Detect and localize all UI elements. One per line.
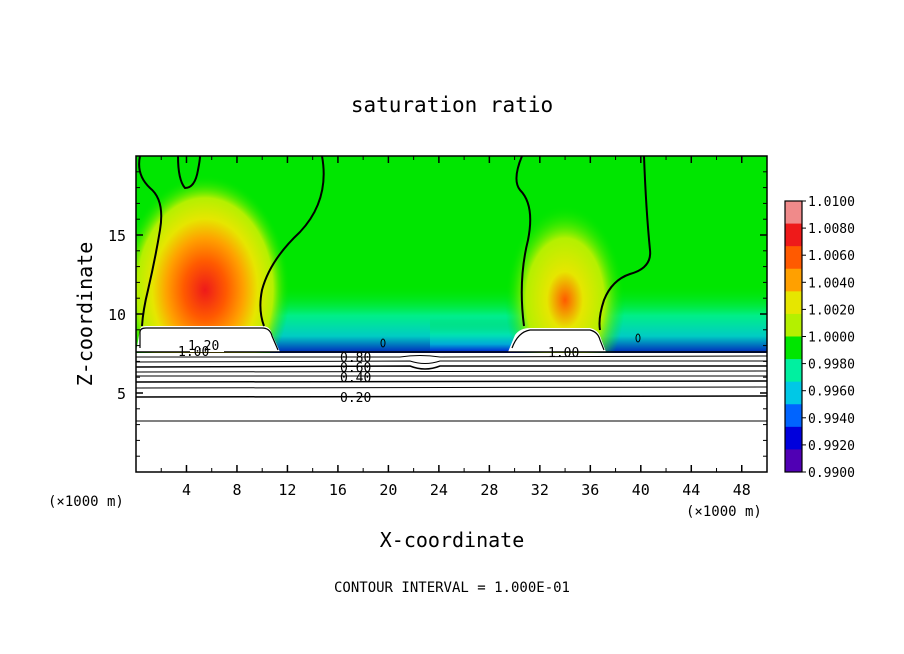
colorbar-label: 0.9980 [808,358,855,373]
isoline-1000-right-a [515,156,532,327]
colorbar-swatch [785,291,802,315]
x-tick-label: 32 [531,481,549,499]
x-tick-label: 4 [182,481,191,499]
x-unit-left: (×1000 m) [48,494,124,510]
y-tick-label: 10 [108,306,126,324]
colorbar-swatch [785,381,802,405]
colorbar-label: 1.0000 [808,331,855,346]
cloud-layer [136,353,767,472]
x-axis: 4 8 12 16 20 24 28 32 36 40 44 48 [160,156,751,499]
x-tick-label: 40 [632,481,650,499]
contour-line [136,365,767,370]
colorbar-swatch [785,268,802,292]
colorbar-swatch [785,449,802,473]
x-tick-label: 16 [329,481,347,499]
colorbar-swatch [785,313,802,337]
colorbar-label: 0.9940 [808,412,855,427]
x-unit-right: (×1000 m) [686,504,762,520]
colorbar-swatch [785,223,802,247]
colorbar-label: 1.0080 [808,222,855,237]
colorbar-label: 1.0020 [808,303,855,318]
contour-line [136,380,767,383]
isoline-1000-left-inner [177,156,201,190]
contour-label-040: 0.40 [340,371,371,386]
contour-label-100-left: 1.00 [178,345,209,360]
colorbar-label: 1.0040 [808,276,855,291]
contour-line [136,386,767,389]
cloud-outline-left [139,327,279,351]
colorbar: 1.0100 1.0080 1.0060 1.0040 1.0020 1.0000 0.99… [784,195,855,481]
contour-label-020: 0.20 [340,391,371,406]
contour-label-080: 0.80 [340,351,371,366]
y-tick-label: 5 [117,385,126,403]
contour-line [136,370,767,373]
contour-label-060: 0.60 [340,361,371,376]
x-tick-label: 8 [232,481,241,499]
colorbar-swatch [785,246,802,270]
isoline-1000-small [380,338,386,348]
x-axis-label: X-coordinate [380,528,525,552]
chart-title: saturation ratio [351,93,553,117]
plot-area [136,156,767,472]
y-axis: 5 10 15 [108,171,767,457]
contour-line [136,360,767,364]
x-tick-label: 48 [733,481,751,499]
colorbar-label: 0.9960 [808,385,855,400]
contour-line [136,355,767,358]
isoline-1000-left [138,156,163,327]
y-axis-label: Z-coordinate [73,242,97,387]
colorbar-label: 0.9900 [808,466,855,481]
contour-lines [136,351,767,422]
x-tick-label: 44 [682,481,700,499]
colorbar-swatch [785,359,802,383]
x-tick-label: 12 [278,481,296,499]
contour-label-100-right: 1.00 [548,346,579,361]
colorbar-swatch [785,336,802,360]
colorbar-swatch [785,426,802,450]
contour-line [136,395,767,398]
isoline-1000-right-b [598,156,652,331]
contour-interval-note: CONTOUR INTERVAL = 1.000E-01 [334,580,570,596]
x-tick-label: 28 [480,481,498,499]
isoline-1000-mid [259,156,325,327]
x-tick-label: 24 [430,481,448,499]
colorbar-label: 1.0100 [808,195,855,210]
x-tick-label: 20 [379,481,397,499]
cloud-outline-right [511,329,605,351]
colorbar-swatch [785,201,802,225]
colorbar-swatch [785,404,802,428]
colorbar-label: 0.9920 [808,439,855,454]
contour-label-120: 1.20 [188,339,219,354]
isoline-1000-small [635,333,641,343]
contour-label-group: 1.20 1.00 1.00 0.80 0.60 0.40 0.20 [178,338,579,406]
colorbar-label: 1.0060 [808,249,855,264]
x-tick-label: 36 [581,481,599,499]
cloud-cap-right [508,328,606,352]
y-tick-label: 15 [108,227,126,245]
